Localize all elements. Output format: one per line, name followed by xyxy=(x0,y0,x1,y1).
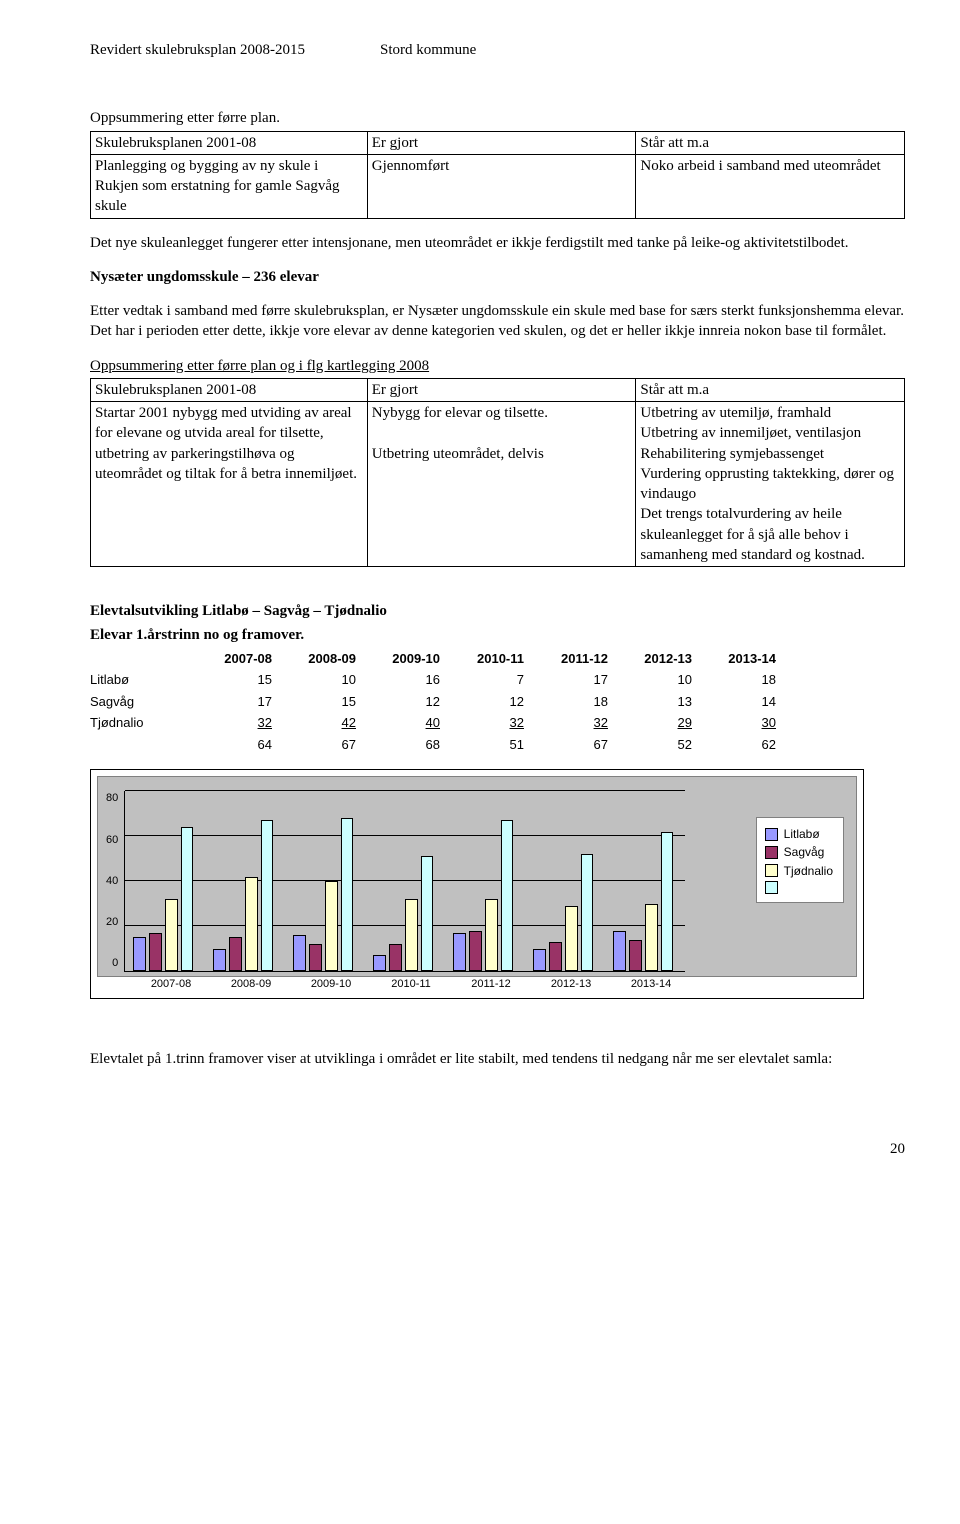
page-number: 20 xyxy=(90,1139,905,1159)
pre-table2-text: Oppsummering etter førre plan og i flg k… xyxy=(90,356,905,376)
table-row: Skulebruksplanen 2001-08 Er gjort Står a… xyxy=(91,378,905,401)
chart-legend: LitlabøSagvågTjødnalio xyxy=(756,817,844,903)
cell: Utbetring av utemiljø, framhaldUtbetring… xyxy=(636,402,905,567)
header-left: Revidert skulebruksplan 2008-2015 xyxy=(90,40,380,60)
bar-chart: 806040200 LitlabøSagvågTjødnalio xyxy=(97,776,857,977)
elev-table: 2007-082008-092009-102010-112011-122012-… xyxy=(90,648,776,756)
pre-table1-text: Oppsummering etter førre plan. xyxy=(90,108,905,128)
heading-nysaeter: Nysæter ungdomsskule – 236 elevar xyxy=(90,267,905,287)
table-row: Startar 2001 nybygg med utviding av area… xyxy=(91,402,905,567)
elev-title: Elevtalsutvikling Litlabø – Sagvåg – Tjø… xyxy=(90,601,905,621)
paragraph: Etter vedtak i samband med førre skulebr… xyxy=(90,301,905,342)
chart-outer-border: 806040200 LitlabøSagvågTjødnalio 2007-08… xyxy=(90,769,864,999)
paragraph: Det nye skuleanlegget fungerer etter int… xyxy=(90,233,905,253)
cell: Nybygg for elevar og tilsette. Utbetring… xyxy=(367,402,636,567)
cell: Står att m.a xyxy=(636,131,905,154)
summary-table-1: Skulebruksplanen 2001-08 Er gjort Står a… xyxy=(90,131,905,219)
table-row: Planlegging og bygging av ny skule i Ruk… xyxy=(91,154,905,218)
cell: Skulebruksplanen 2001-08 xyxy=(91,131,368,154)
cell: Gjennomført xyxy=(367,154,636,218)
table-row: Skulebruksplanen 2001-08 Er gjort Står a… xyxy=(91,131,905,154)
table-row: 2007-082008-092009-102010-112011-122012-… xyxy=(90,648,776,670)
summary-table-2: Skulebruksplanen 2001-08 Er gjort Står a… xyxy=(90,378,905,567)
y-axis: 806040200 xyxy=(106,791,124,971)
x-axis-labels: 2007-082008-092009-102010-112011-122012-… xyxy=(131,977,691,992)
cell: Startar 2001 nybygg med utviding av area… xyxy=(91,402,368,567)
cell: Er gjort xyxy=(367,378,636,401)
cell: Planlegging og bygging av ny skule i Ruk… xyxy=(91,154,368,218)
elev-sub: Elevar 1.årstrinn no og framover. xyxy=(90,625,905,645)
paragraph: Elevtalet på 1.trinn framover viser at u… xyxy=(90,1049,905,1069)
plot-area xyxy=(124,791,685,972)
header-right: Stord kommune xyxy=(380,40,476,60)
cell: Står att m.a xyxy=(636,378,905,401)
cell: Noko arbeid i samband med uteområdet xyxy=(636,154,905,218)
page-header: Revidert skulebruksplan 2008-2015 Stord … xyxy=(90,40,905,60)
cell: Er gjort xyxy=(367,131,636,154)
cell: Skulebruksplanen 2001-08 xyxy=(91,378,368,401)
